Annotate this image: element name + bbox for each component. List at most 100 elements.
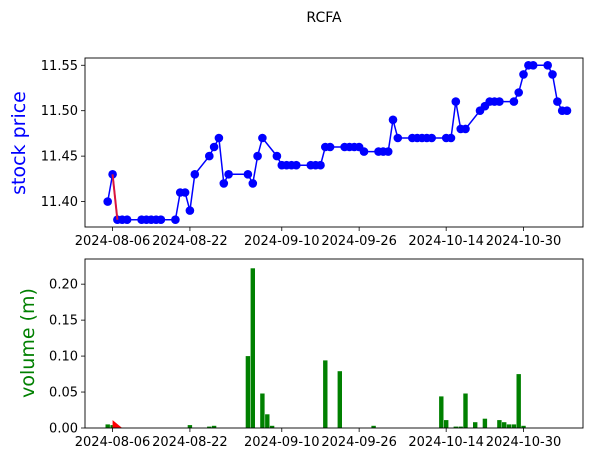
volume-panel: 0.00 0.05 0.10 0.15 0.20 2024-08-06 2024-08-2… [17, 258, 584, 450]
volume-xticks-layer: 2024-08-06 2024-08-22 2024-09-10 2024-09-26… [75, 428, 562, 450]
volume-xtick-label: 2024-09-10 [244, 435, 320, 450]
volume-bars-layer [105, 268, 526, 428]
price-point [514, 88, 523, 97]
volume-bar [211, 425, 217, 428]
volume-ytick-label: 0.15 [49, 314, 78, 329]
price-point [509, 97, 519, 106]
price-point [272, 151, 282, 161]
price-point [205, 151, 214, 161]
volume-yticks-layer: 0.00 0.05 0.10 0.15 0.20 [49, 278, 85, 437]
price-xtick-label: 2024-09-26 [321, 234, 397, 249]
volume-bar [260, 393, 265, 428]
volume-xtick-label: 2024-09-26 [321, 435, 397, 450]
volume-bar [473, 422, 478, 428]
price-point [185, 206, 195, 215]
volume-bar [502, 422, 507, 428]
price-axes-frame [84, 57, 584, 228]
price-highlight-segment [111, 174, 119, 220]
volume-xtick-label: 2024-10-14 [408, 435, 484, 450]
volume-bar [453, 426, 458, 428]
price-point [388, 115, 398, 125]
price-point [427, 133, 437, 143]
volume-bar [337, 371, 342, 428]
volume-highlight-layer [112, 420, 123, 428]
volume-bar [511, 424, 517, 428]
volume-highlight-wedge [112, 420, 123, 428]
price-point [103, 197, 112, 206]
volume-ytick-label: 0.05 [49, 386, 78, 401]
price-point [316, 160, 325, 170]
volume-bar [458, 426, 463, 428]
volume-bar [323, 360, 328, 428]
price-series-layer [103, 61, 572, 224]
price-xtick-label: 2024-10-14 [408, 234, 484, 249]
price-point [562, 106, 572, 115]
volume-bar [482, 418, 488, 428]
price-point [219, 179, 229, 188]
price-point [180, 188, 190, 197]
price-point [359, 147, 369, 156]
price-point [209, 142, 219, 152]
price-point [156, 215, 166, 224]
volume-bar [245, 356, 251, 428]
price-yticks-layer: 11.40 11.45 11.50 11.55 [41, 59, 85, 210]
price-xticks-layer: 2024-08-06 2024-08-22 2024-09-10 2024-09-26… [75, 227, 562, 249]
price-point [190, 170, 200, 179]
price-ytick-label: 11.50 [41, 104, 78, 119]
volume-ytick-label: 0.20 [49, 278, 78, 293]
price-point [171, 215, 180, 224]
price-xtick-label: 2024-09-10 [244, 234, 320, 249]
price-xtick-label: 2024-10-30 [486, 234, 562, 249]
price-point [258, 133, 267, 143]
price-ytick-label: 11.55 [41, 59, 78, 74]
volume-ytick-label: 0.00 [49, 422, 78, 437]
price-point [548, 70, 557, 79]
volume-xtick-label: 2024-08-06 [75, 435, 151, 450]
volume-bar [463, 393, 468, 428]
price-y-axis-label: stock price [8, 91, 30, 195]
volume-bar [497, 420, 502, 428]
volume-bar [516, 374, 521, 428]
price-point [214, 133, 224, 143]
price-point [248, 179, 258, 188]
volume-bar [439, 396, 444, 428]
price-point [543, 61, 552, 70]
price-point [461, 124, 470, 134]
price-point [383, 147, 393, 156]
price-point [224, 170, 233, 179]
price-point [243, 170, 253, 179]
price-point [122, 215, 132, 224]
volume-bar [506, 424, 512, 428]
volume-xtick-label: 2024-10-30 [486, 435, 562, 450]
price-line [106, 64, 567, 221]
price-point [553, 97, 562, 106]
volume-bar [265, 414, 270, 428]
volume-bar [521, 425, 526, 428]
price-panel: 11.40 11.45 11.50 11.55 2024-08-06 2024-08-2… [8, 57, 584, 249]
price-xtick-label: 2024-08-06 [75, 234, 151, 249]
volume-ytick-label: 0.10 [49, 350, 78, 365]
price-point [292, 160, 301, 170]
volume-bar [444, 420, 449, 428]
volume-xtick-label: 2024-08-22 [152, 435, 228, 450]
volume-bar [371, 425, 376, 428]
volume-bar [250, 268, 255, 428]
price-ytick-label: 11.45 [41, 150, 78, 165]
price-point [253, 151, 262, 161]
volume-axes-frame [84, 258, 584, 429]
price-point [519, 70, 528, 79]
volume-bar [269, 425, 275, 428]
volume-bar [105, 424, 110, 428]
price-point [528, 61, 538, 70]
price-ytick-label: 11.40 [41, 195, 78, 210]
price-point [451, 97, 461, 106]
volume-bar [187, 425, 193, 428]
price-point [325, 142, 335, 152]
price-point [495, 97, 504, 106]
price-point [446, 133, 456, 143]
price-point [393, 133, 403, 143]
price-xtick-label: 2024-08-22 [152, 234, 228, 249]
volume-y-axis-label: volume (m) [17, 288, 39, 398]
volume-bar [207, 426, 212, 428]
